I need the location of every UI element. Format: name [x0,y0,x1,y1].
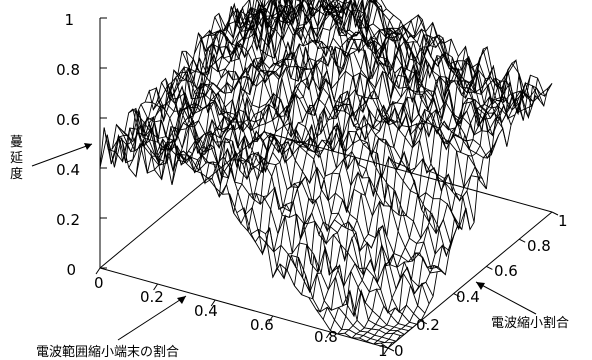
surface-mesh [99,0,553,349]
mesh-line-y [157,82,446,275]
z-tick-0: 0 [66,261,76,279]
x-tick-0: 0 [94,274,104,292]
mesh-line-y [149,87,438,274]
y-axis-tick [518,238,526,243]
y-axis-label: 電波縮小割合 [491,315,569,331]
y-axis-arrow [475,281,537,315]
y-axis-tick [453,293,460,298]
x-axis-tick [268,315,274,323]
mesh-line-y [128,107,417,325]
mesh-line-y [152,84,442,272]
mesh-line-y [165,71,455,258]
mesh-line-y [243,0,532,114]
mesh-line-y [247,0,537,119]
x-axis-arrow [117,295,187,341]
z-axis-arrow [31,143,93,167]
mesh-line-y [234,0,524,124]
mesh-line-y [181,51,471,230]
mesh-line-y [136,107,426,314]
x-tick-0.6: 0.6 [250,316,274,334]
mesh-line-y [189,43,479,189]
x-axis-tick [153,283,159,291]
y-axis-tick [551,211,559,216]
y-tick-0.4: 0.4 [456,288,480,306]
x-axis-tick [95,267,101,275]
mesh-line-y [259,0,549,103]
y-tick-0.8: 0.8 [527,237,551,255]
x-axis-line [99,267,389,349]
z-tick-0.6: 0.6 [56,111,80,129]
x-tick-labels: 0 0.2 0.4 0.6 0.8 1 [94,274,388,360]
mesh-line-y [169,65,459,245]
z-axis-title: 蔓延度 [10,135,93,182]
mesh-line-y [239,0,528,116]
mesh-line-y [197,29,487,190]
y-tick-0.6: 0.6 [494,262,518,280]
mesh-line-y [193,33,483,179]
x-axis-tick [383,347,389,355]
z-tick-0.4: 0.4 [56,161,80,179]
y-axis-tick [387,347,395,352]
mesh-line-y [259,0,545,109]
y-axis-tick [486,265,493,270]
x-axis-tick [210,299,216,307]
y-tick-1: 1 [558,212,568,230]
x-tick-0.4: 0.4 [194,302,218,320]
z-tick-0.8: 0.8 [56,61,80,79]
y-tick-labels: 0 0.2 0.4 0.6 0.8 1 [394,212,568,360]
mesh-line-y [210,14,500,157]
mesh-line-y [116,124,405,335]
mesh-line-y [251,0,541,116]
x-tick-0.2: 0.2 [140,288,164,306]
x-tick-0.8: 0.8 [314,328,338,346]
z-tick-labels: 0 0.2 0.4 0.6 0.8 1 [56,11,80,279]
mesh-line-y [177,53,467,231]
axes [95,17,559,355]
y-axis-title: 電波縮小割合 [475,281,569,331]
mesh-line-y [103,127,393,344]
z-axis-label: 蔓延度 [10,135,23,182]
x-axis-label: 電波範囲縮小端末の割合 [36,344,179,360]
z-tick-0.2: 0.2 [56,211,80,229]
y-tick-0: 0 [394,342,404,360]
mesh-line-y [108,127,397,342]
x-axis-title: 電波範囲縮小端末の割合 [36,295,187,360]
mesh-line-y [140,104,430,305]
z-axis-arrowhead [84,143,92,150]
mesh-line-y [226,2,516,128]
y-tick-0.2: 0.2 [416,316,440,334]
y-axis-arrowhead [476,282,485,290]
x-axis-tick [325,331,331,339]
mesh-line-y [273,0,553,99]
mesh-line-y [206,12,495,159]
x-axis-arrowhead [177,296,186,304]
z-tick-1: 1 [64,11,74,29]
y-axis-tick [420,320,428,325]
x-tick-1: 1 [378,342,388,360]
mesh-line-y [99,134,389,349]
floor-back-right-edge [263,131,553,213]
